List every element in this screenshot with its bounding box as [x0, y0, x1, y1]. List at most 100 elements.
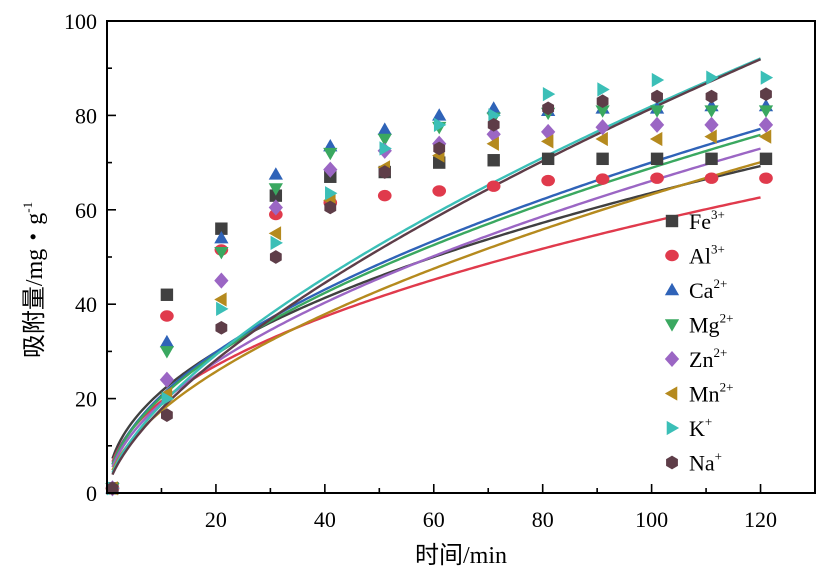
y-tick-label-40: 40 — [75, 292, 97, 317]
y-tick-label-20: 20 — [75, 387, 97, 412]
legend-label-main: Mg — [689, 313, 720, 338]
data-point-k-121 — [760, 70, 774, 85]
data-point-k-51 — [379, 141, 392, 156]
data-point-mg-111 — [704, 105, 719, 118]
data-point-na-31 — [269, 250, 282, 264]
data-point-k-81 — [542, 87, 556, 102]
data-point-al-71 — [486, 180, 501, 192]
legend-marker-mg — [664, 319, 680, 332]
data-point-mn-31 — [268, 226, 282, 241]
data-point-na-121 — [760, 87, 772, 101]
data-point-zn-101 — [649, 116, 665, 133]
legend-label-charge: + — [705, 414, 712, 429]
data-point-fe-111 — [705, 152, 718, 166]
x-tick-label-80: 80 — [532, 507, 554, 532]
data-point-mn-71 — [486, 136, 499, 151]
legend-label-k: K+ — [689, 414, 712, 441]
fit-curve-zn — [111, 147, 761, 468]
data-point-ca-51 — [377, 122, 392, 135]
legend-marker-mn — [664, 386, 678, 401]
data-point-mg-31 — [268, 183, 283, 196]
data-point-al-81 — [541, 174, 555, 187]
legend-label-charge: 2+ — [720, 380, 734, 395]
legend-label-zn: Zn2+ — [689, 345, 727, 372]
legend-label-charge: 2+ — [713, 345, 727, 360]
data-point-k-61 — [433, 117, 447, 132]
fit-curve-mn — [111, 161, 761, 471]
data-point-zn-11 — [159, 371, 175, 388]
y-tick-label-0: 0 — [86, 481, 97, 506]
data-point-al-91 — [595, 173, 610, 185]
data-point-na-61 — [433, 141, 446, 156]
data-point-mn-81 — [541, 134, 554, 149]
data-point-mg-51 — [377, 133, 392, 147]
data-point-k-31 — [270, 235, 283, 250]
legend-label-main: Zn — [689, 347, 713, 372]
legend-label-main: Na — [689, 451, 715, 476]
axis-ticks: 20 40 60 80 100 120 0 20 40 60 80 100 — [64, 9, 777, 532]
data-point-al-61 — [432, 185, 447, 197]
data-point-k-71 — [488, 108, 501, 123]
legend-marker-zn — [664, 350, 680, 368]
y-tick-label-60: 60 — [75, 198, 97, 223]
legend-label-main: Al — [689, 244, 711, 269]
fit-curve-mg — [111, 133, 761, 466]
legend-label-charge: 2+ — [713, 276, 727, 291]
data-point-al-111 — [704, 172, 719, 184]
legend-label-mg: Mg2+ — [689, 311, 733, 338]
data-point-na-101 — [651, 89, 663, 104]
legend-label-ca: Ca2+ — [689, 276, 727, 303]
data-point-mn-121 — [758, 129, 772, 144]
legend-label-main: Ca — [689, 278, 714, 303]
data-point-al-51 — [377, 189, 392, 202]
data-point-na-1 — [106, 481, 119, 496]
data-point-ca-11 — [159, 334, 175, 348]
data-point-zn-31 — [268, 199, 283, 216]
legend: Fe3+Al3+Ca2+Mg2+Zn2+Mn2+K+Na+ — [664, 207, 733, 476]
x-tick-label-40: 40 — [314, 507, 336, 532]
legend-marker-al — [665, 249, 679, 262]
data-point-na-111 — [705, 89, 718, 104]
legend-label-main: Fe — [689, 209, 711, 234]
data-point-zn-41 — [323, 161, 338, 178]
legend-marker-ca — [664, 282, 680, 296]
legend-label-mn: Mn2+ — [689, 380, 733, 407]
x-tick-label-120: 120 — [744, 507, 777, 532]
data-point-na-51 — [378, 165, 391, 179]
data-point-k-21 — [216, 301, 229, 317]
y-axis-label: 吸附量/mg・g-1 — [20, 202, 48, 358]
data-point-zn-91 — [595, 119, 610, 136]
legend-marker-na — [666, 455, 678, 470]
data-point-al-11 — [160, 310, 174, 322]
legend-label-main: Mn — [689, 382, 720, 407]
legend-label-charge: + — [715, 449, 722, 464]
data-point-mg-121 — [758, 105, 774, 118]
x-axis-label: 时间/min — [415, 542, 507, 569]
legend-label-na: Na+ — [689, 449, 722, 476]
legend-marker-k — [666, 420, 680, 436]
data-point-mg-91 — [595, 105, 610, 118]
data-point-fe-81 — [541, 152, 555, 166]
data-point-na-41 — [324, 200, 337, 215]
data-point-k-91 — [597, 82, 610, 97]
data-point-fe-11 — [160, 288, 174, 301]
data-point-k-111 — [706, 70, 719, 85]
x-tick-label-100: 100 — [635, 507, 668, 532]
data-point-mn-91 — [595, 131, 608, 147]
data-point-mg-11 — [159, 346, 175, 359]
fit-curve-al — [111, 196, 761, 463]
x-tick-label-20: 20 — [205, 507, 227, 532]
y-tick-label-100: 100 — [64, 9, 97, 34]
data-point-zn-111 — [704, 116, 719, 133]
data-point-mg-41 — [323, 147, 338, 161]
data-point-mn-111 — [704, 129, 717, 144]
legend-label-al: Al3+ — [689, 242, 725, 269]
legend-label-charge: 3+ — [711, 207, 725, 222]
y-tick-label-80: 80 — [75, 103, 97, 128]
data-point-mn-21 — [214, 292, 227, 307]
data-point-na-91 — [596, 94, 609, 109]
x-tick-label-60: 60 — [423, 507, 445, 532]
legend-label-main: K — [689, 416, 705, 441]
data-point-ca-61 — [432, 108, 447, 121]
